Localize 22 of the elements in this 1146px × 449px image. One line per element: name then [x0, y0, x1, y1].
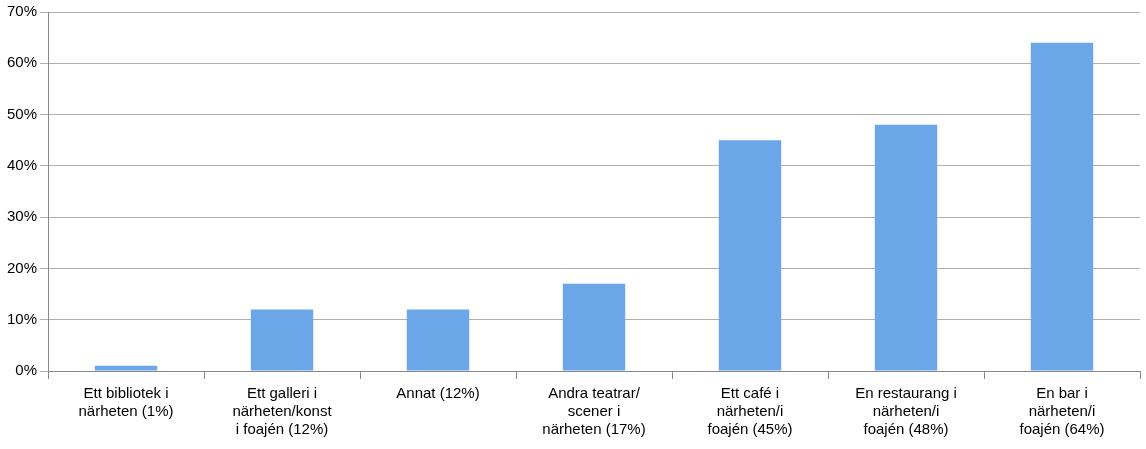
bar: [562, 283, 626, 371]
bar: [718, 140, 782, 371]
y-tick-label: 50%: [6, 104, 38, 122]
y-tick-label: 60%: [6, 53, 38, 71]
x-tick-label: Ett galleri i närheten/konst i foajén (12%): [232, 384, 333, 438]
x-tick-label: Ett café i närheten/i foajén (45%): [707, 384, 793, 438]
bar: [406, 309, 470, 371]
bar: [1030, 42, 1094, 371]
y-tick-label: 20%: [6, 258, 38, 276]
bar: [94, 365, 158, 371]
x-tick-label: En bar i närheten/i foajén (64%): [1019, 384, 1105, 438]
bar: [874, 124, 938, 371]
x-tick-label: Annat (12%): [396, 384, 480, 402]
y-tick-label: 0%: [15, 361, 38, 379]
y-tick-label: 10%: [6, 309, 38, 327]
y-tick-label: 30%: [6, 207, 38, 225]
bar: [250, 309, 314, 371]
x-tick-label: Ett bibliotek i närheten (1%): [78, 384, 174, 420]
y-tick-label: 70%: [6, 2, 38, 20]
x-tick-label: En restaurang i närheten/i foajén (48%): [855, 384, 957, 438]
x-tick-label: Andra teatrar/ scener i närheten (17%): [542, 384, 646, 438]
y-tick-label: 40%: [6, 156, 38, 173]
